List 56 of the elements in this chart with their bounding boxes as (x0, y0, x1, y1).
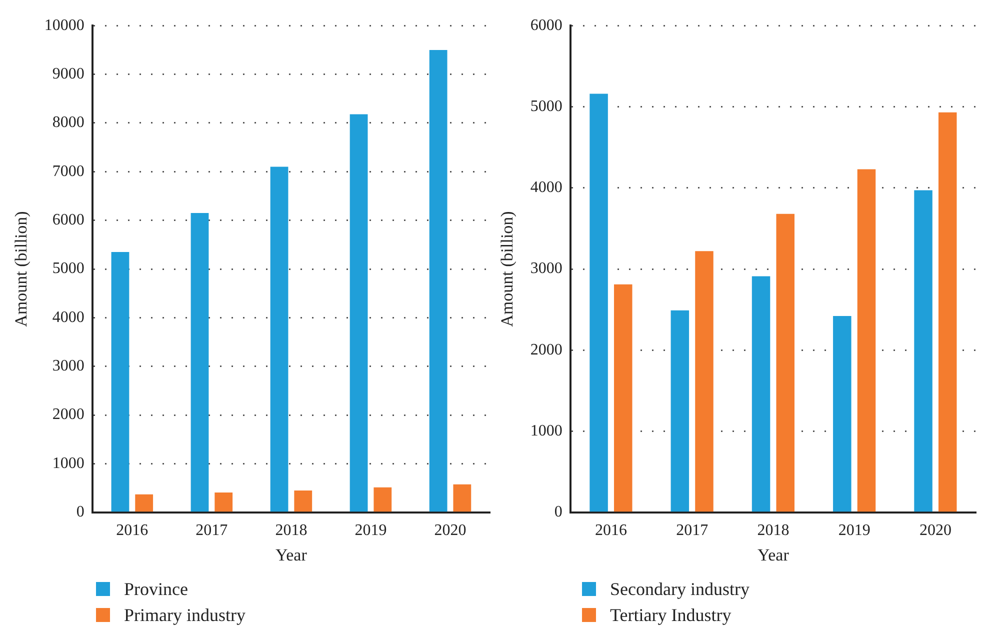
bar (776, 214, 794, 512)
x-axis-title: Year (276, 545, 308, 564)
y-tick-label: 0 (76, 504, 84, 521)
bar (752, 276, 770, 512)
y-tick-label: 10000 (44, 16, 84, 34)
y-tick-label: 9000 (52, 65, 84, 82)
y-tick-label: 6000 (52, 212, 84, 229)
bar (214, 492, 233, 512)
bar (670, 310, 690, 512)
x-tick-label: 2019 (354, 522, 387, 540)
x-tick-label: 2020 (919, 522, 952, 540)
x-tick-label: 2017 (676, 522, 708, 540)
bar (614, 284, 632, 512)
bar (374, 487, 392, 512)
x-tick-label: 2016 (594, 522, 627, 540)
x-tick-label: 2018 (757, 522, 790, 540)
legend-label: Tertiary Industry (610, 604, 732, 626)
legend-label: Province (124, 578, 188, 600)
y-tick-label: 4000 (52, 308, 84, 326)
y-tick-label: 1000 (530, 422, 562, 440)
bar (135, 494, 154, 512)
bar (590, 94, 608, 512)
x-tick-label: 2017 (196, 522, 228, 540)
y-tick-label: 7000 (52, 162, 84, 180)
bar (695, 251, 714, 512)
y-tick-label: 5000 (530, 98, 562, 115)
bar (270, 166, 288, 512)
y-tick-label: 3000 (52, 358, 84, 375)
y-tick-label: 2000 (52, 406, 84, 424)
legend-label: Primary industry (124, 604, 246, 626)
y-tick-label: 5000 (52, 260, 84, 278)
bar (857, 169, 876, 512)
y-tick-label: 1000 (52, 454, 84, 472)
y-tick-label: 3000 (530, 260, 562, 278)
bar (833, 316, 852, 512)
bar (350, 114, 368, 512)
y-axis-title: Amount (billion) (12, 211, 31, 327)
y-tick-label: 6000 (530, 16, 562, 34)
bar (914, 190, 932, 512)
bar (111, 252, 130, 512)
y-axis-title: Amount (billion) (498, 211, 517, 327)
x-axis-title: Year (758, 545, 790, 564)
x-tick-label: 2020 (434, 522, 466, 540)
bar (453, 484, 472, 512)
legend-label: Secondary industry (610, 578, 750, 600)
bar (938, 112, 957, 512)
x-tick-label: 2018 (275, 522, 308, 540)
x-tick-label: 2016 (116, 522, 148, 540)
y-tick-label: 2000 (530, 341, 562, 358)
y-tick-label: 4000 (530, 179, 562, 196)
y-tick-label: 8000 (52, 114, 84, 132)
x-tick-label: 2019 (838, 522, 870, 540)
bar (190, 213, 209, 512)
y-tick-label: 0 (554, 504, 562, 521)
bar (294, 490, 312, 512)
bar (429, 50, 448, 512)
